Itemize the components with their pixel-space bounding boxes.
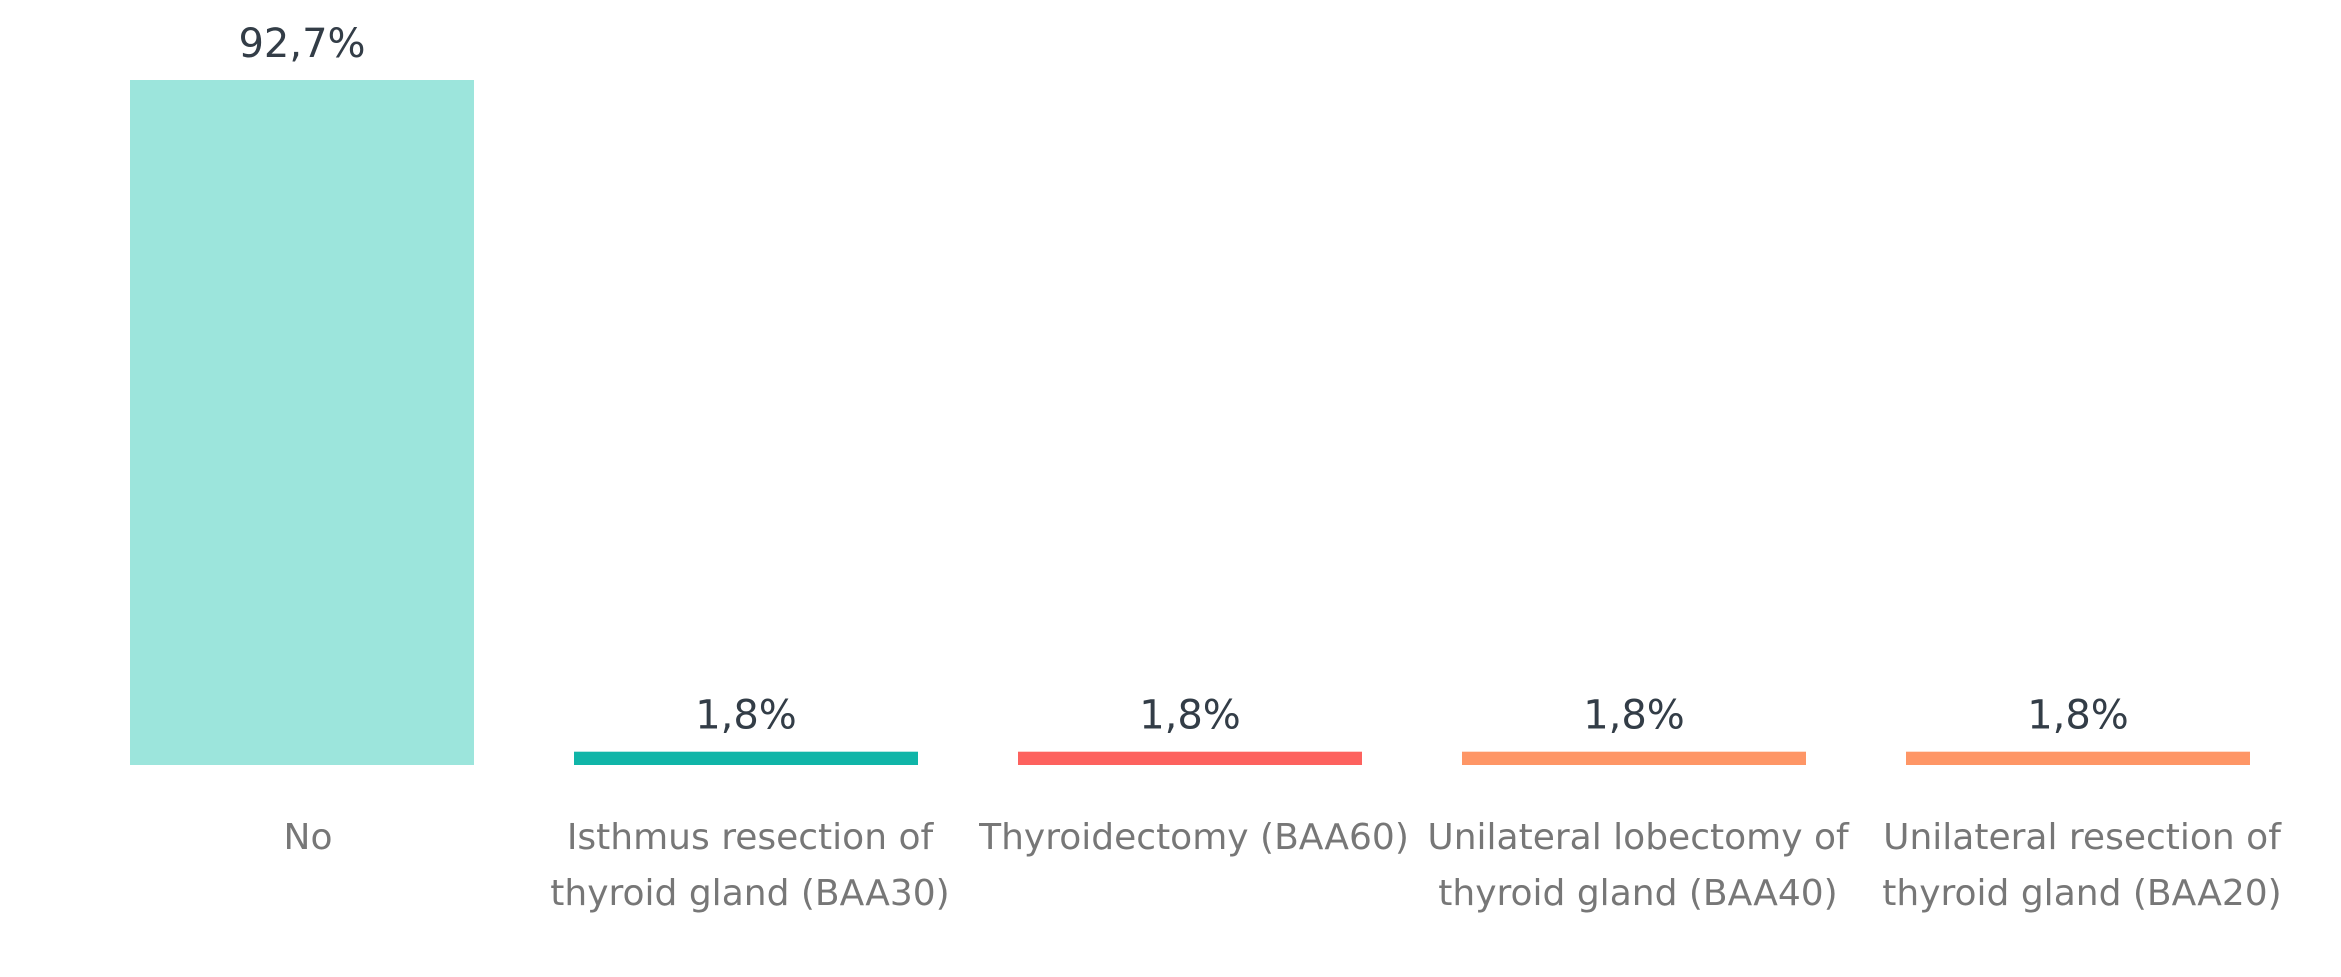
bar xyxy=(1906,751,2250,765)
x-tick-label: Unilateral lobectomy of thyroid gland (B… xyxy=(1427,817,1849,914)
bar xyxy=(574,751,918,765)
value-label: 1,8% xyxy=(1139,693,1241,739)
bar xyxy=(1462,751,1806,765)
value-label: 92,7% xyxy=(238,21,365,67)
x-tick-label: Unilateral resection of thyroid gland (B… xyxy=(1882,817,2282,914)
value-label: 1,8% xyxy=(695,693,797,739)
x-tick-label: Thyroidectomy (BAA60) xyxy=(979,817,1409,858)
value-label: 1,8% xyxy=(1583,693,1685,739)
value-label: 1,8% xyxy=(2027,693,2129,739)
bar xyxy=(1018,751,1362,765)
bar xyxy=(130,80,474,765)
x-tick-label: Isthmus resection of thyroid gland (BAA3… xyxy=(550,817,950,914)
x-tick-label: No xyxy=(283,817,333,858)
